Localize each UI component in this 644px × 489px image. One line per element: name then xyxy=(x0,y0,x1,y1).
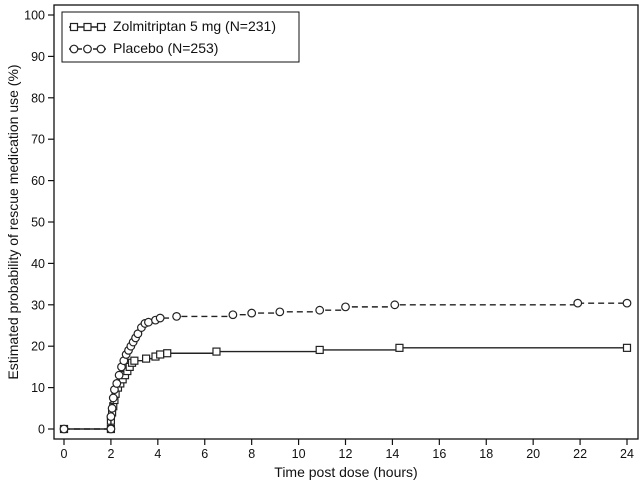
plot-frame xyxy=(53,4,639,440)
data-point xyxy=(59,424,69,434)
legend: Zolmitriptan 5 mg (N=231) Placebo (N=253… xyxy=(61,11,300,63)
data-point xyxy=(212,347,221,356)
legend-swatch-placebo xyxy=(69,44,106,54)
y-tick-label: 20 xyxy=(31,340,45,354)
legend-swatch-zolmitriptan xyxy=(69,22,106,32)
x-tick-label: 6 xyxy=(201,447,208,461)
data-point xyxy=(395,343,404,352)
series-layer xyxy=(59,298,632,434)
y-tick-label: 40 xyxy=(31,257,45,271)
data-point xyxy=(172,311,182,321)
x-tick-label: 2 xyxy=(107,447,114,461)
x-tick-label: 0 xyxy=(61,447,68,461)
legend-marker xyxy=(83,44,92,54)
legend-marker xyxy=(69,44,79,54)
x-tick-label: 10 xyxy=(292,447,306,461)
y-tick-label: 80 xyxy=(31,91,45,105)
data-point xyxy=(108,393,118,403)
data-point xyxy=(106,412,116,421)
data-point xyxy=(622,343,632,352)
data-point xyxy=(106,424,116,434)
x-tick-label: 20 xyxy=(526,447,540,461)
x-tick-label: 24 xyxy=(620,447,634,461)
legend-box xyxy=(61,11,300,63)
data-point xyxy=(275,307,285,317)
y-axis-label: Estimated probability of rescue medicati… xyxy=(5,64,21,379)
x-tick-label: 14 xyxy=(385,447,399,461)
legend-label-placebo: Placebo (N=253) xyxy=(113,40,218,56)
data-point xyxy=(163,349,172,358)
y-tick-label: 0 xyxy=(38,423,45,437)
x-tick-label: 16 xyxy=(432,447,446,461)
legend-marker xyxy=(96,22,106,32)
series-placebo xyxy=(59,298,632,434)
data-point xyxy=(156,350,165,359)
series-zolmitriptan xyxy=(59,343,632,434)
x-tick-label: 12 xyxy=(339,447,353,461)
data-point xyxy=(114,370,124,380)
y-tick-label: 60 xyxy=(31,174,45,188)
y-tick-label: 30 xyxy=(31,298,45,312)
data-point xyxy=(130,356,139,365)
data-point xyxy=(142,354,151,363)
x-axis: 0 2 4 6 8 10 12 14 16 18 20 22 24 xyxy=(61,439,634,461)
data-point xyxy=(155,313,165,323)
legend-marker xyxy=(83,22,92,32)
data-point xyxy=(573,298,583,308)
y-axis: 0 10 20 30 40 50 60 70 80 90 100 xyxy=(24,9,54,437)
data-point xyxy=(144,317,153,327)
data-point xyxy=(107,403,117,413)
y-tick-label: 50 xyxy=(31,216,45,230)
x-tick-label: 18 xyxy=(479,447,493,461)
legend-marker xyxy=(96,44,106,54)
y-tick-label: 100 xyxy=(24,9,45,23)
data-point xyxy=(247,308,257,318)
x-axis-label: Time post dose (hours) xyxy=(274,464,417,480)
x-tick-label: 22 xyxy=(573,447,587,461)
legend-label-zolmitriptan: Zolmitriptan 5 mg (N=231) xyxy=(113,18,276,34)
data-point xyxy=(390,300,400,310)
data-point xyxy=(112,379,122,388)
legend-marker xyxy=(69,22,79,32)
x-tick-label: 8 xyxy=(248,447,255,461)
data-point xyxy=(341,302,350,312)
data-point xyxy=(315,345,324,355)
x-tick-label: 4 xyxy=(154,447,161,461)
y-tick-label: 70 xyxy=(31,133,45,147)
data-point xyxy=(228,310,238,320)
y-tick-label: 10 xyxy=(31,381,45,395)
y-tick-label: 90 xyxy=(31,50,45,64)
data-point xyxy=(315,305,325,315)
data-point xyxy=(622,298,632,308)
